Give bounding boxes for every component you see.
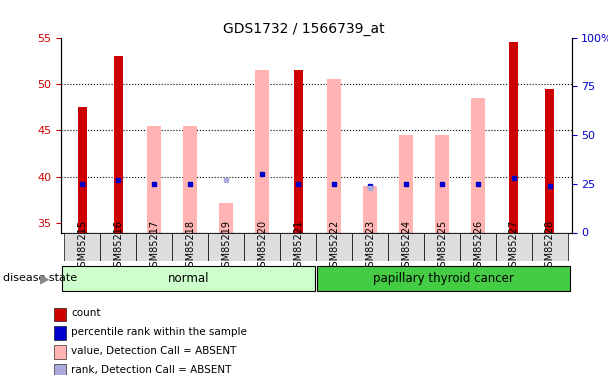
Text: ▶: ▶ — [40, 273, 50, 286]
Bar — [316, 232, 352, 261]
Bar — [209, 232, 244, 261]
Text: GSM85227: GSM85227 — [509, 220, 519, 273]
Bar — [172, 232, 209, 261]
Bar — [435, 135, 449, 232]
Text: rank, Detection Call = ABSENT: rank, Detection Call = ABSENT — [71, 365, 232, 375]
Text: GSM85225: GSM85225 — [437, 220, 447, 273]
Bar — [54, 345, 66, 358]
Text: GSM85219: GSM85219 — [221, 220, 231, 273]
Bar — [294, 70, 303, 232]
Text: GSM85220: GSM85220 — [257, 220, 267, 273]
Bar — [148, 126, 161, 232]
Bar — [255, 70, 269, 232]
Bar — [460, 232, 496, 261]
Text: papillary thyroid cancer: papillary thyroid cancer — [373, 272, 514, 285]
Text: GSM85222: GSM85222 — [329, 220, 339, 273]
Text: GSM85215: GSM85215 — [77, 220, 88, 273]
Bar — [64, 232, 100, 261]
Text: GSM85223: GSM85223 — [365, 220, 375, 273]
Bar — [184, 126, 197, 232]
Bar — [136, 232, 172, 261]
Bar — [363, 186, 377, 232]
Bar — [510, 42, 519, 232]
Text: GSM85216: GSM85216 — [113, 220, 123, 273]
Bar — [399, 135, 413, 232]
Bar — [54, 326, 66, 340]
Text: percentile rank within the sample: percentile rank within the sample — [71, 327, 247, 337]
Bar — [78, 107, 87, 232]
Text: GSM85228: GSM85228 — [545, 220, 555, 273]
Text: GSM85217: GSM85217 — [150, 220, 159, 273]
Bar — [388, 232, 424, 261]
Text: GDS1732 / 1566739_at: GDS1732 / 1566739_at — [223, 22, 385, 36]
Text: GSM85218: GSM85218 — [185, 220, 195, 273]
Bar — [244, 232, 280, 261]
Bar — [471, 98, 485, 232]
Bar — [61, 266, 315, 291]
Bar — [219, 203, 233, 232]
Bar — [352, 232, 388, 261]
Text: disease state: disease state — [3, 273, 77, 283]
Text: GSM85221: GSM85221 — [293, 220, 303, 273]
Text: count: count — [71, 309, 100, 318]
Bar — [327, 79, 341, 232]
Bar — [280, 232, 316, 261]
Bar — [54, 308, 66, 321]
Bar — [317, 266, 570, 291]
Bar — [532, 232, 568, 261]
Text: GSM85224: GSM85224 — [401, 220, 411, 273]
Bar — [114, 56, 123, 232]
Text: normal: normal — [168, 272, 209, 285]
Text: value, Detection Call = ABSENT: value, Detection Call = ABSENT — [71, 346, 237, 356]
Bar — [54, 364, 66, 375]
Bar — [100, 232, 136, 261]
Text: GSM85226: GSM85226 — [473, 220, 483, 273]
Bar — [496, 232, 532, 261]
Bar — [424, 232, 460, 261]
Bar — [545, 88, 554, 232]
